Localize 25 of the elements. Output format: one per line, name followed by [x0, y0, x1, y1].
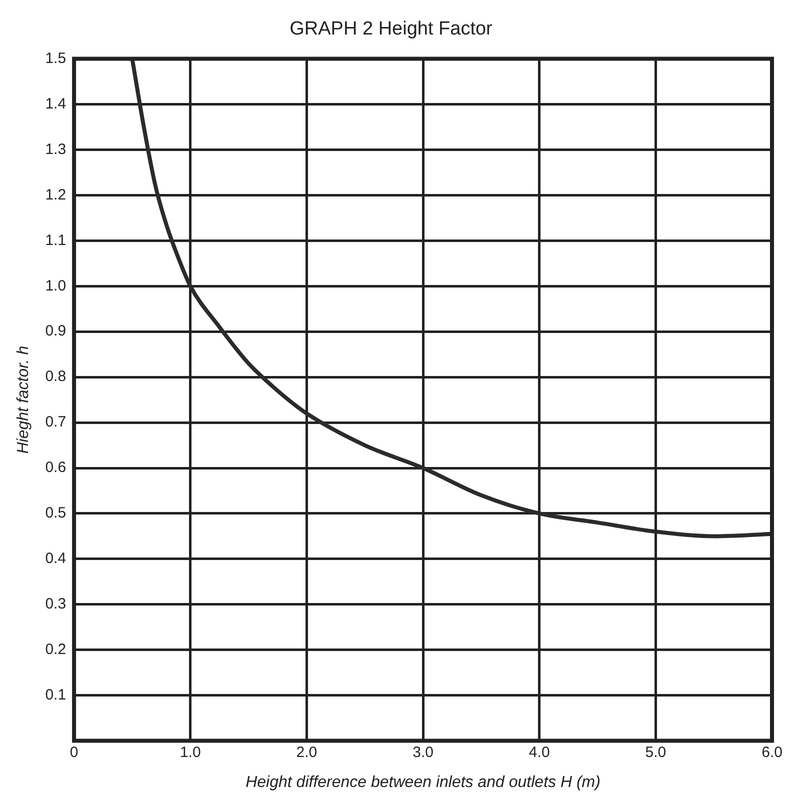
y-tick-label: 0.6	[45, 459, 66, 476]
y-tick-label: 0.4	[45, 550, 66, 568]
x-tick-label: 5.0	[645, 744, 666, 761]
x-axis-title: Height difference between inlets and outlets H (m)	[246, 774, 600, 791]
y-tick-label: 0.3	[45, 596, 66, 613]
y-tick-label: 0.9	[45, 322, 66, 340]
y-tick-label: 1.3	[45, 140, 66, 158]
y-tick-label: 0.8	[45, 368, 66, 386]
x-tick-label: 3.0	[412, 744, 434, 761]
y-tick-label: 1.2	[45, 186, 66, 204]
y-tick-label: 1.1	[45, 232, 66, 249]
x-tick-label: 1.0	[180, 744, 201, 761]
chart-title: GRAPH 2 Height Factor	[290, 18, 494, 40]
y-tick-label: 1.5	[45, 50, 66, 67]
y-tick-label: 0.1	[45, 686, 66, 704]
y-tick-label: 0.5	[45, 504, 66, 522]
y-tick-label: 0.7	[45, 414, 66, 431]
y-tick-label: 0.2	[45, 641, 66, 658]
y-tick-label: 1.4	[45, 95, 66, 112]
y-tick-label: 1.0	[45, 277, 66, 294]
y-axis-title: Hieght factor. h	[15, 346, 32, 454]
x-tick-label: 6.0	[762, 744, 782, 761]
x-tick-label: 4.0	[528, 744, 550, 761]
x-tick-label: 2.0	[296, 744, 318, 761]
x-tick-label: 0	[70, 744, 78, 761]
